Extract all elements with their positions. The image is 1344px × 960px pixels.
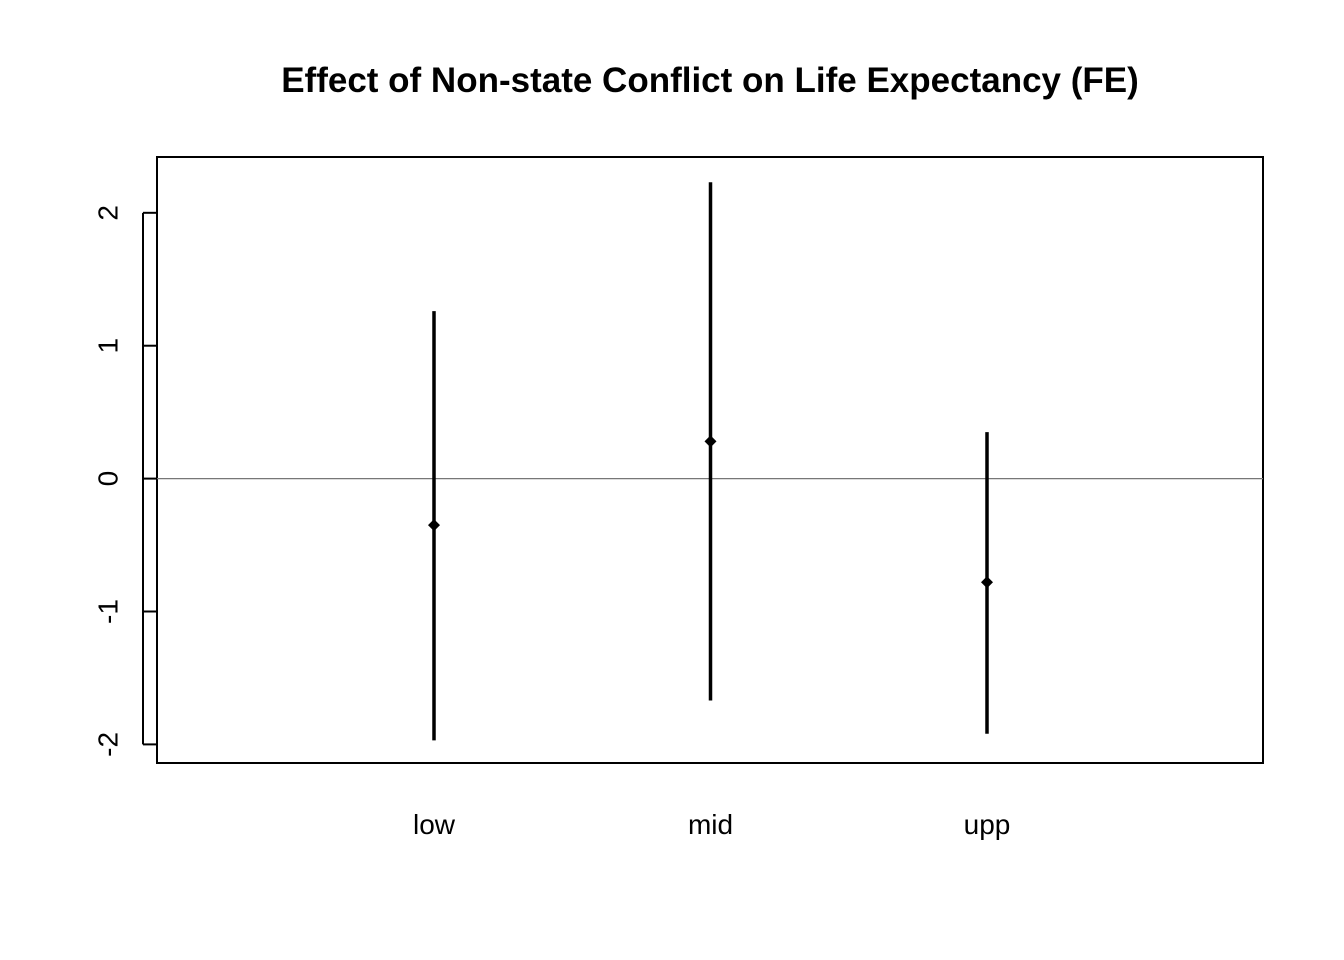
point-estimate-mid bbox=[704, 435, 717, 448]
x-tick-label-low: low bbox=[413, 809, 456, 840]
y-tick-label: 1 bbox=[93, 338, 124, 354]
y-tick-label: 0 bbox=[93, 471, 124, 487]
chart-title: Effect of Non-state Conflict on Life Exp… bbox=[281, 61, 1139, 100]
x-axis-labels: low mid upp bbox=[413, 809, 1010, 840]
y-tick-label: 2 bbox=[93, 205, 124, 221]
point-estimate-low bbox=[428, 519, 440, 532]
x-tick-label-upp: upp bbox=[964, 809, 1011, 840]
y-tick-label: -2 bbox=[93, 732, 124, 757]
x-tick-label-mid: mid bbox=[688, 809, 733, 840]
y-axis: -2 -1 0 1 2 bbox=[93, 205, 157, 757]
plot-frame bbox=[156, 156, 1264, 764]
y-tick-label: -1 bbox=[93, 599, 124, 624]
point-estimate-upp bbox=[981, 576, 993, 589]
error-bars bbox=[428, 182, 993, 741]
